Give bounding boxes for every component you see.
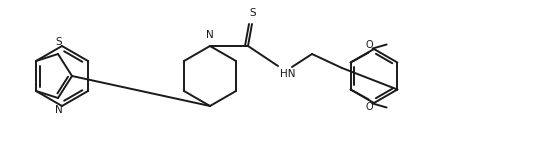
Text: S: S [250, 8, 256, 18]
Text: O: O [366, 102, 374, 112]
Text: O: O [366, 40, 374, 50]
Text: N: N [55, 105, 63, 115]
Text: S: S [55, 37, 62, 47]
Text: N: N [206, 30, 214, 40]
Text: HN: HN [280, 69, 296, 79]
